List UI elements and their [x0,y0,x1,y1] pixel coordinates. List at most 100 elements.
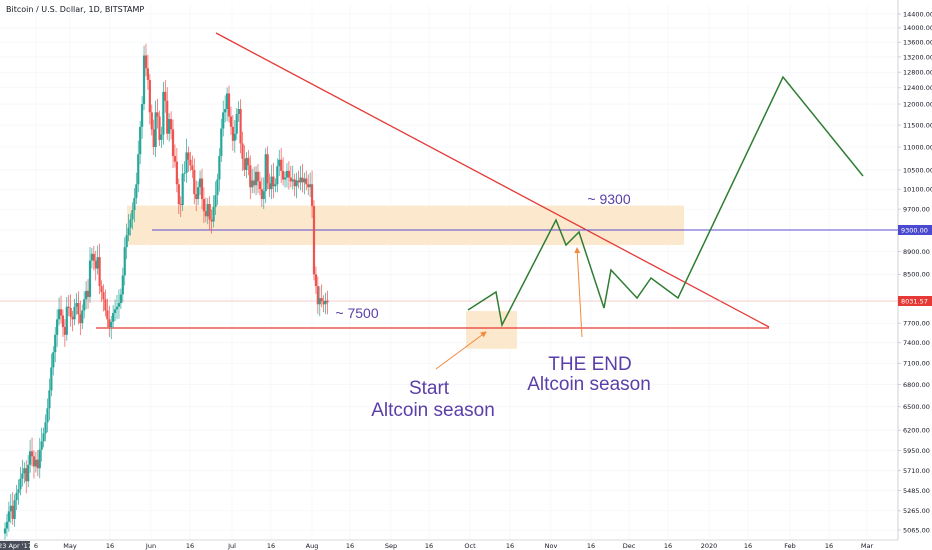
candle-body [67,306,70,308]
x-tick-label: Dec [623,542,636,550]
start-date-label: 23 Apr '17 [0,542,32,550]
candle-body [100,286,103,293]
candle-body [30,451,34,457]
candle-body [169,119,173,130]
y-tick-label: 5065.00 [903,526,930,534]
x-tick-label: 2020 [701,542,718,550]
candle-body [50,367,53,391]
candle-body [281,170,285,180]
x-tick-label: 6 [34,542,38,550]
start-date-box [0,541,30,550]
candle-body [15,492,18,501]
candle-body [160,134,163,140]
candle-body [260,189,263,200]
candle-body [305,178,308,185]
candle-body [102,292,105,300]
candle-body [133,198,136,211]
candle-body [272,176,275,187]
y-tick-label: 7400.00 [903,339,930,347]
candle-body [9,505,12,512]
candle-body [258,181,262,190]
candle-body [173,156,177,162]
y-tick-label: 13200.00 [903,53,932,61]
candle-body [135,184,138,199]
candle-body [92,253,95,261]
projection-path [467,75,864,328]
candle-body [293,179,296,187]
x-tick-label: 16 [267,542,275,550]
y-tick-label: 14400.00 [903,10,932,18]
candle-body [183,172,186,174]
candle-body [218,156,221,180]
candle-body [310,184,314,207]
arrows [435,247,583,370]
y-tick-label: 12000.00 [903,100,932,108]
candle-body [34,459,37,467]
candle-body [129,219,132,228]
triangle-upper-line [215,32,770,328]
y-tick-label: 5950.00 [903,447,930,455]
candle-body [75,303,78,307]
annotation-level-high: ~ 9300 [587,191,630,207]
x-tick-label: 16 [506,542,514,550]
candle-body [241,143,244,159]
x-tick-label: 16 [587,542,595,550]
x-tick-label: Oct [464,542,476,550]
candle-body [245,157,248,170]
candle-body [222,112,225,129]
candle-body [148,79,151,113]
x-tick-label: Aug [306,542,319,550]
candle-body [224,109,227,113]
candle-body [166,100,169,134]
candle-body [158,116,161,140]
candle-body [318,298,321,305]
candle-body [85,290,88,300]
candle-body [23,468,26,474]
candle-body [131,210,134,220]
candle-body [56,319,59,335]
y-tick-label: 7700.00 [903,319,930,327]
candle-body [96,257,99,269]
candle-body [38,449,41,469]
y-tick-label: 5710.00 [903,467,930,475]
candle-body [185,152,188,173]
candle-body [225,93,229,110]
candle-body [94,260,97,269]
candle-body [141,104,144,127]
y-tick-label: 10500.00 [903,166,932,174]
y-tick-label: 6800.00 [903,381,930,389]
candle-body [270,176,273,190]
annotation-start-1: Start [409,378,450,399]
candle-body [54,334,57,353]
candle-body [44,422,47,434]
y-tick-label: 11000.00 [903,143,932,151]
y-tick-label: 9700.00 [903,205,930,213]
candle-body [233,133,236,141]
candle-body [104,299,107,311]
y-axis-bg [898,0,932,550]
x-tick-label: 16 [346,542,354,550]
candle-body [112,312,115,322]
candle-body [231,126,234,141]
candle-body [71,316,74,320]
candle-body [61,315,65,328]
x-tick-label: 16 [744,542,752,550]
x-tick-label: 16 [425,542,433,550]
candle-body [113,309,117,313]
grid [0,4,898,540]
candle-body [316,286,319,305]
candle-body [181,173,184,206]
candle-body [90,253,94,261]
candle-body [13,500,16,519]
candle-body [52,352,55,368]
annotation-level-low: ~ 7500 [335,305,378,321]
candle-body [198,178,202,188]
candle-body [249,165,252,188]
candle-body [77,303,80,315]
x-axis: 6 May 16 Jun 16 Jul 16 Aug 16 Sep 16 Oct 16 Nov 16 Dec 1… [0,539,898,550]
candle-body [297,180,300,183]
candle-body [266,154,269,184]
candle-body [115,306,119,310]
candle-body [291,179,294,182]
